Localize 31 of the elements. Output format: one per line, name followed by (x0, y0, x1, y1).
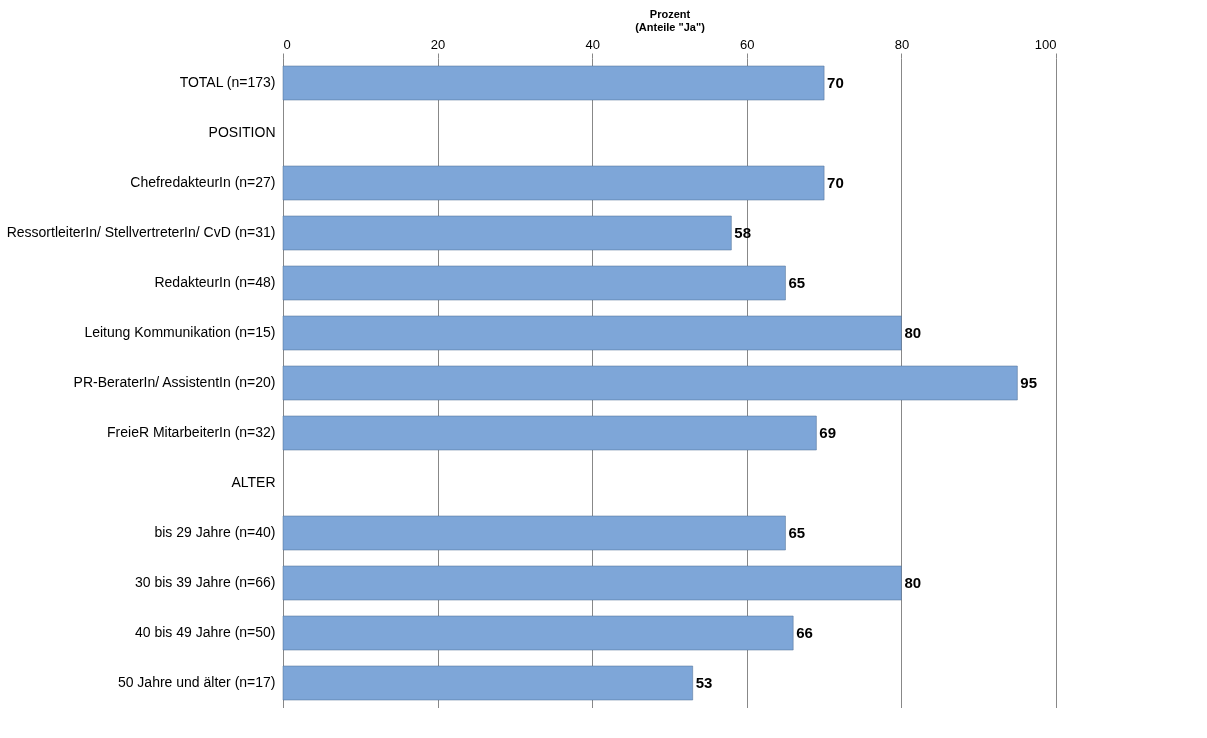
data-label: 70 (827, 74, 844, 91)
data-label: 80 (904, 574, 922, 591)
data-label: 95 (1020, 374, 1038, 391)
x-axis-title: Prozent (Anteile "Ja") (635, 7, 706, 33)
data-label: 70 (827, 174, 844, 191)
x-tick-label: 0 (283, 36, 291, 52)
data-label: 65 (788, 274, 806, 291)
y-tick-label: 50 Jahre und älter (n=17) (117, 674, 276, 690)
data-label: 53 (695, 674, 713, 691)
y-tick-label: ALTER (231, 474, 276, 490)
y-tick-label: RedakteurIn (n=48) (154, 274, 276, 290)
y-tick-label: 40 bis 49 Jahre (n=50) (135, 624, 276, 640)
y-tick-label: bis 29 Jahre (n=40) (154, 524, 276, 540)
data-label: 80 (904, 324, 922, 341)
y-tick-label: FreieR MitarbeiterIn (n=32) (107, 424, 276, 440)
y-tick-label: Leitung Kommunikation (n=15) (84, 324, 276, 340)
data-label: 66 (796, 624, 813, 641)
y-tick-label: 30 bis 39 Jahre (n=66) (135, 574, 276, 590)
x-tick-label: 60 (740, 36, 755, 52)
y-tick-label: TOTAL (n=173) (179, 74, 276, 90)
y-tick-label: PR-BeraterIn/ AssistentIn (n=20) (73, 374, 276, 390)
x-tick-label: 40 (585, 36, 600, 52)
x-tick-label: 100 (1034, 36, 1057, 52)
data-label: 69 (819, 424, 837, 441)
x-tick-label: 20 (430, 36, 446, 52)
y-tick-label: POSITION (208, 124, 276, 140)
y-tick-label: RessortleiterIn/ StellvertreterIn/ CvD (n=31) (6, 224, 276, 240)
data-label: 58 (734, 224, 752, 241)
data-label: 65 (788, 524, 806, 541)
y-tick-label: ChefredakteurIn (n=27) (130, 174, 276, 190)
x-tick-label: 80 (894, 36, 910, 52)
